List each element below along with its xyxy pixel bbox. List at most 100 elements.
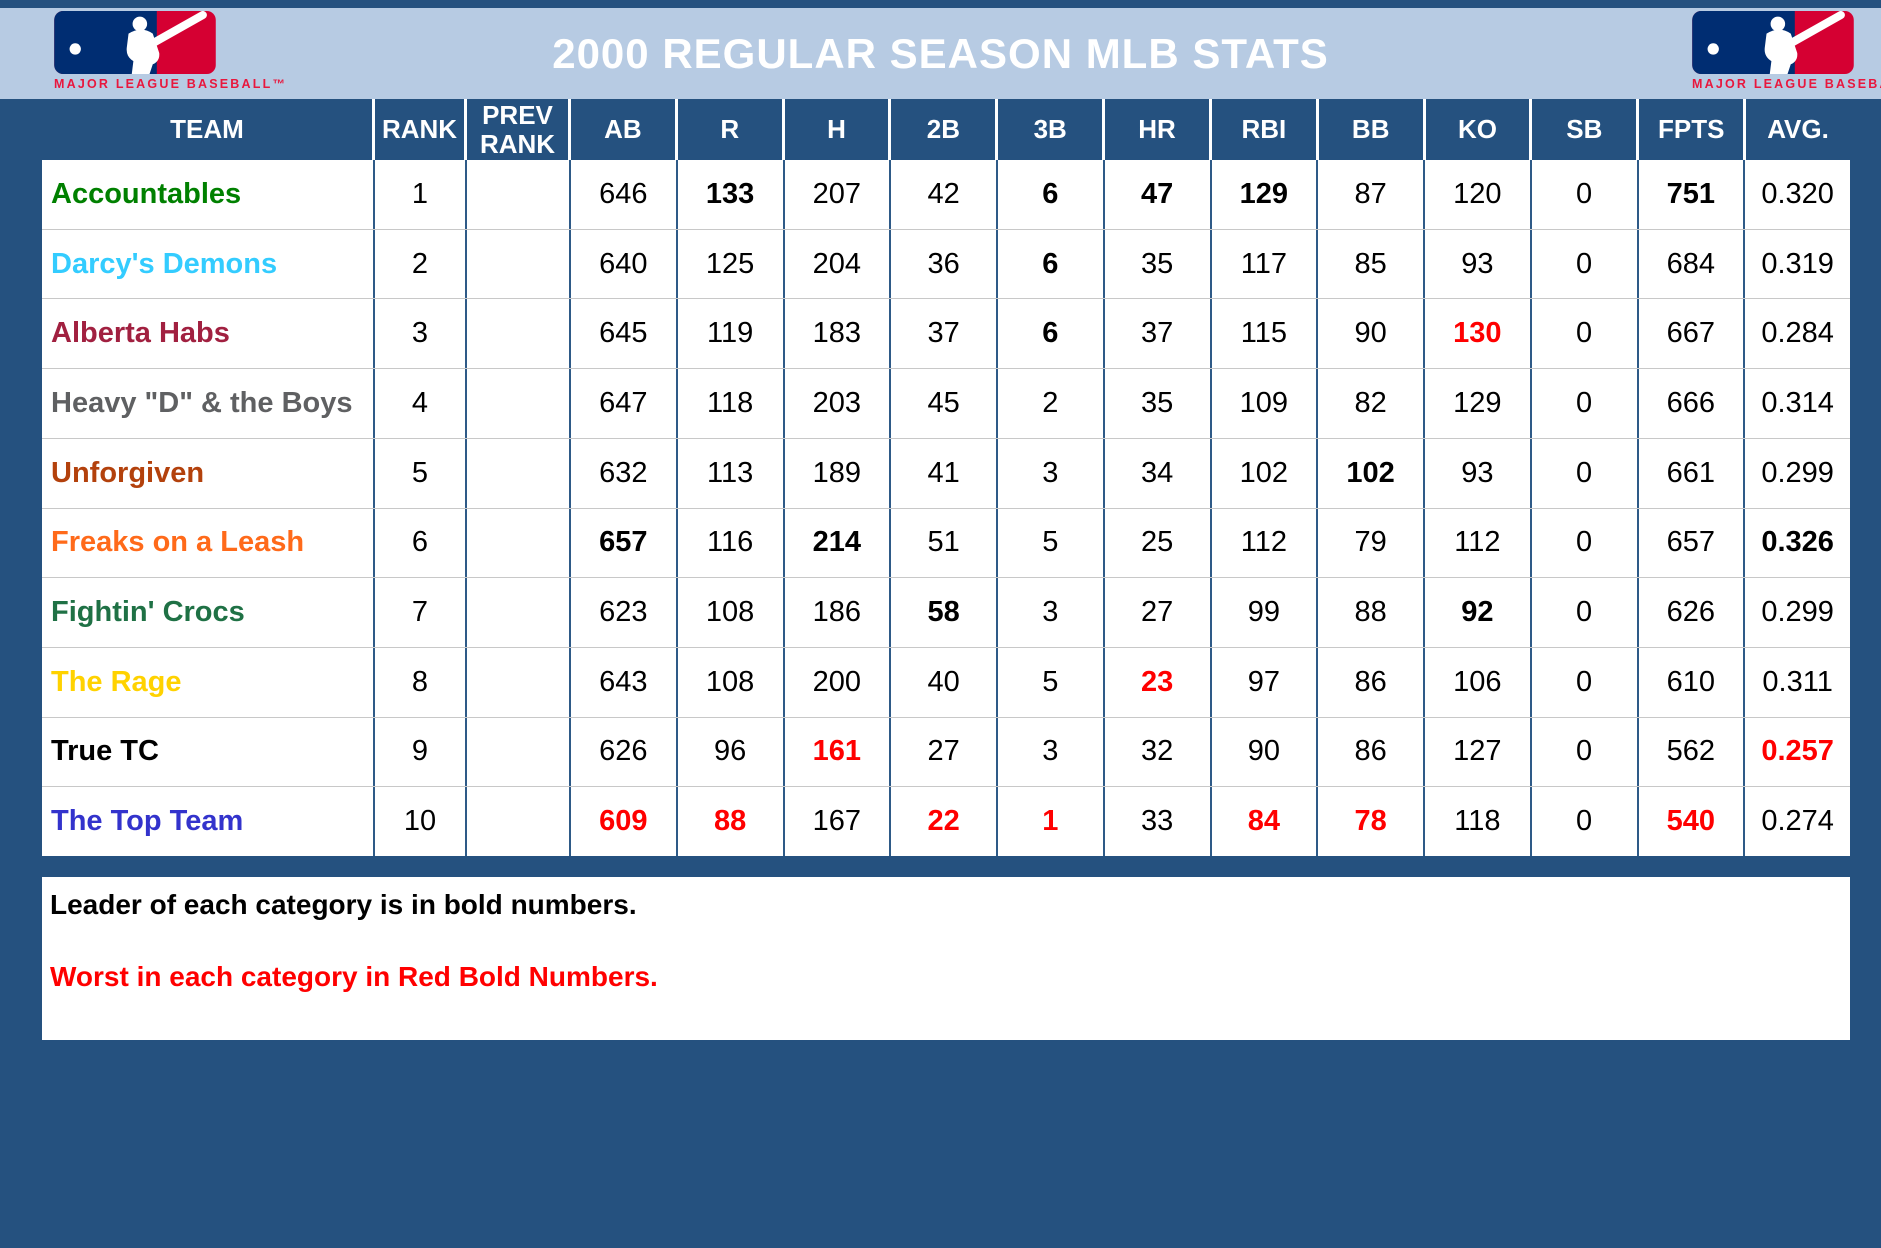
column-header-bb: BB <box>1319 99 1426 160</box>
stat-cell-h: 214 <box>785 508 892 578</box>
column-header-team: TEAM <box>42 99 375 160</box>
stat-cell-ko: 130 <box>1425 299 1532 369</box>
rank-cell: 9 <box>375 717 467 787</box>
table-row: The Rage 8 643 108 200 40 5 23 97 86 106 0 610 0.311 <box>42 647 1850 718</box>
stat-cell-sb: 0 <box>1532 438 1639 508</box>
team-name: The Top Team <box>42 787 375 857</box>
stat-cell-hr: 33 <box>1105 787 1212 857</box>
mlb-logo-icon <box>54 11 216 74</box>
stat-cell-3b: 3 <box>998 438 1105 508</box>
stat-cell-sb: 0 <box>1532 508 1639 578</box>
stat-cell-ab: 645 <box>571 299 678 369</box>
stat-cell-bb: 78 <box>1318 787 1425 857</box>
stat-cell-ko: 93 <box>1425 229 1532 299</box>
table-header-row: TEAM RANK PREV RANK AB R H 2B 3B HR RBI BB KO SB FPTS… <box>42 99 1850 160</box>
stat-cell-rbi: 129 <box>1212 160 1319 229</box>
stat-cell-r: 116 <box>678 508 785 578</box>
stat-cell-ab: 609 <box>571 787 678 857</box>
rank-cell: 2 <box>375 229 467 299</box>
stat-cell-hr: 25 <box>1105 508 1212 578</box>
stat-cell-ab: 632 <box>571 438 678 508</box>
stat-cell-ko: 120 <box>1425 160 1532 229</box>
stat-cell-rbi: 99 <box>1212 578 1319 647</box>
prev-rank-cell <box>467 717 571 787</box>
stat-cell-fpts: 667 <box>1639 299 1746 369</box>
stat-cell-h: 200 <box>785 647 892 717</box>
stat-cell-h: 204 <box>785 229 892 299</box>
stat-cell-h: 183 <box>785 299 892 369</box>
stat-cell-bb: 102 <box>1318 438 1425 508</box>
stat-cell-avg: 0.284 <box>1761 317 1834 350</box>
stat-cell-rbi: 90 <box>1212 717 1319 787</box>
column-header-ko: KO <box>1426 99 1533 160</box>
stat-cell-sb: 0 <box>1532 578 1639 647</box>
stat-cell-fpts: 661 <box>1639 438 1746 508</box>
stat-cell-bb: 86 <box>1318 717 1425 787</box>
prev-rank-cell <box>467 229 571 299</box>
stat-cell-2b: 22 <box>891 787 998 857</box>
stat-cell-2b: 41 <box>891 438 998 508</box>
stat-cell-h: 167 <box>785 787 892 857</box>
stat-cell-sb: 0 <box>1532 299 1639 369</box>
rank-cell: 1 <box>375 160 467 229</box>
stat-cell-2b: 40 <box>891 647 998 717</box>
stat-cell-rbi: 84 <box>1212 787 1319 857</box>
stat-cell-2b: 37 <box>891 299 998 369</box>
stat-cell-r: 108 <box>678 647 785 717</box>
table-row: Heavy "D" & the Boys 4 647 118 203 45 2 35 109 82… <box>42 369 1850 439</box>
stat-cell-sb: 0 <box>1532 229 1639 299</box>
stat-cell-hr: 35 <box>1105 369 1212 438</box>
leader-note: Leader of each category is in bold numbe… <box>50 889 637 920</box>
column-header-r: R <box>678 99 785 160</box>
stat-cell-bb: 82 <box>1318 369 1425 438</box>
stat-cell-ab: 640 <box>571 229 678 299</box>
stat-cell-hr: 35 <box>1105 229 1212 299</box>
stat-cell-2b: 45 <box>891 369 998 438</box>
rank-cell: 3 <box>375 299 467 369</box>
column-header-hr: HR <box>1105 99 1212 160</box>
prev-rank-cell <box>467 369 571 438</box>
table-row: Freaks on a Leash 6 657 116 214 51 5 25 112 79 112… <box>42 508 1850 579</box>
table-row: Fightin' Crocs 7 623 108 186 58 3 27 99 88 92 0 626 0… <box>42 578 1850 648</box>
stat-cell-fpts: 626 <box>1639 578 1746 647</box>
stat-cell-bb: 87 <box>1318 160 1425 229</box>
stat-cell-avg: 0.274 <box>1761 805 1834 838</box>
stat-cell-fpts: 657 <box>1639 508 1746 578</box>
stat-cell-2b: 36 <box>891 229 998 299</box>
mlb-logo-right: MAJOR LEAGUE BASEBALL™ <box>1692 11 1881 91</box>
stat-cell-fpts: 562 <box>1639 717 1746 787</box>
stat-cell-ko: 93 <box>1425 438 1532 508</box>
table-row: Accountables 1 646 133 207 42 6 47 129 87 120 0 751 0… <box>42 160 1850 230</box>
column-header-avg: AVG. <box>1767 114 1829 145</box>
stat-cell-avg: 0.326 <box>1761 526 1834 559</box>
stat-cell-3b: 5 <box>998 647 1105 717</box>
stat-cell-3b: 1 <box>998 787 1105 857</box>
stat-cell-2b: 27 <box>891 717 998 787</box>
prev-rank-cell <box>467 160 571 229</box>
page-title: 2000 REGULAR SEASON MLB STATS <box>552 29 1329 77</box>
stat-cell-ab: 643 <box>571 647 678 717</box>
stat-cell-bb: 90 <box>1318 299 1425 369</box>
stat-cell-ko: 112 <box>1425 508 1532 578</box>
prev-rank-cell <box>467 508 571 578</box>
stat-cell-sb: 0 <box>1532 717 1639 787</box>
stat-cell-fpts: 666 <box>1639 369 1746 438</box>
stat-cell-ab: 647 <box>571 369 678 438</box>
stat-cell-r: 96 <box>678 717 785 787</box>
stat-cell-h: 207 <box>785 160 892 229</box>
team-name: Accountables <box>42 160 375 229</box>
prev-rank-cell <box>467 647 571 717</box>
stat-cell-hr: 23 <box>1105 647 1212 717</box>
stat-cell-avg: 0.320 <box>1761 177 1834 210</box>
mlb-logo-left: MAJOR LEAGUE BASEBALL™ <box>54 11 285 91</box>
team-name: Unforgiven <box>42 438 375 508</box>
table-row: Unforgiven 5 632 113 189 41 3 34 102 102 93 0 661 0.2… <box>42 438 1850 509</box>
stat-cell-ab: 657 <box>571 508 678 578</box>
stat-cell-ko: 92 <box>1425 578 1532 647</box>
rank-cell: 8 <box>375 647 467 717</box>
team-name: Heavy "D" & the Boys <box>42 369 375 438</box>
stat-cell-bb: 86 <box>1318 647 1425 717</box>
stat-cell-avg: 0.257 <box>1761 735 1834 768</box>
stat-cell-ko: 106 <box>1425 647 1532 717</box>
team-name: Alberta Habs <box>42 299 375 369</box>
